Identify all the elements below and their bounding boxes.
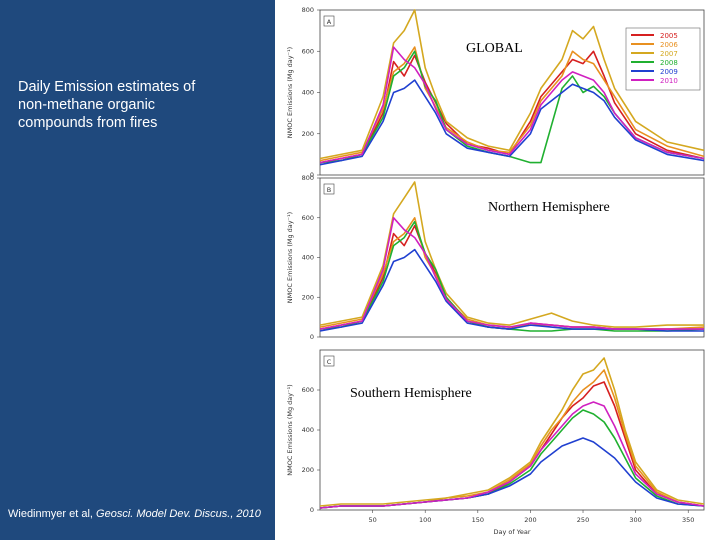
y-tick-label: 800 — [302, 174, 314, 182]
y-tick-label: 0 — [310, 506, 314, 514]
slide-sidebar: Daily Emission estimates of non-methane … — [0, 0, 275, 540]
panel-tag-2: C — [327, 358, 332, 366]
series-line-2010 — [319, 46, 705, 164]
y-tick-label: 0 — [310, 171, 314, 179]
x-tick-label: 250 — [577, 516, 589, 524]
y-tick-label: 600 — [302, 386, 314, 394]
panel-title: Southern Hemisphere — [350, 386, 472, 401]
y-tick-label: 800 — [302, 6, 314, 14]
y-tick-label: 400 — [302, 254, 314, 262]
y-tick-label: 600 — [302, 47, 314, 55]
y-axis-label: NMOC Emissions (Mg day⁻¹) — [286, 384, 294, 475]
series-line-2009 — [319, 437, 705, 509]
legend-label-2009: 2009 — [660, 68, 678, 76]
series-line-2010 — [319, 217, 704, 330]
y-tick-label: 200 — [302, 130, 314, 138]
x-tick-label: 100 — [419, 516, 431, 524]
panel-tag-1: B — [327, 186, 331, 194]
y-tick-label: 600 — [302, 214, 314, 222]
citation-journal: Geosci. Model Dev. Discus., 2010 — [96, 508, 261, 520]
panel-title: GLOBAL — [466, 41, 523, 56]
series-line-2006 — [319, 217, 705, 330]
x-tick-label: 350 — [682, 516, 694, 524]
legend-label-2007: 2007 — [660, 50, 678, 58]
emissions-chart: A 0 200 400 600 800 NMOC Emissions (Mg day⁻¹) G… — [286, 6, 705, 536]
x-tick-label: 50 — [368, 516, 376, 524]
x-tick-label: 200 — [524, 516, 536, 524]
series-line-2009 — [319, 79, 705, 166]
panel-tag-box-2 — [323, 355, 335, 367]
y-tick-label: 400 — [302, 89, 314, 97]
x-axis-label: Day of Year — [494, 528, 531, 536]
y-tick-label: 200 — [302, 293, 314, 301]
y-tick-label: 200 — [302, 466, 314, 474]
y-tick-label: 400 — [302, 426, 314, 434]
x-tick-label: 300 — [629, 516, 641, 524]
panel-tag-box-1 — [323, 183, 335, 195]
x-tick-label: 150 — [472, 516, 484, 524]
legend-label-2010: 2010 — [660, 77, 678, 85]
series-line-2007 — [319, 9, 705, 160]
panel-tag-box-0 — [323, 15, 335, 27]
series-line-2007 — [319, 357, 705, 507]
series-line-2008 — [319, 220, 705, 332]
series-line-2008 — [319, 409, 705, 509]
legend-label-2005: 2005 — [660, 32, 678, 40]
citation: Wiedinmyer et al, Geosci. Model Dev. Dis… — [8, 508, 261, 520]
citation-authors: Wiedinmyer et al, — [8, 508, 97, 520]
y-axis-label: NMOC Emissions (Mg day⁻¹) — [286, 212, 294, 303]
slide-caption: Daily Emission estimates of non-methane … — [18, 79, 196, 131]
series-line-2010 — [319, 401, 705, 509]
panel-frame-2 — [319, 349, 705, 511]
panel-title: Northern Hemisphere — [488, 200, 610, 215]
legend-label-2008: 2008 — [660, 59, 678, 67]
y-axis-label: NMOC Emissions (Mg day⁻¹) — [286, 47, 294, 138]
series-line-2006 — [319, 46, 705, 162]
panel-tag-0: A — [327, 18, 332, 26]
y-tick-label: 0 — [310, 333, 314, 341]
legend-label-2006: 2006 — [660, 41, 678, 49]
